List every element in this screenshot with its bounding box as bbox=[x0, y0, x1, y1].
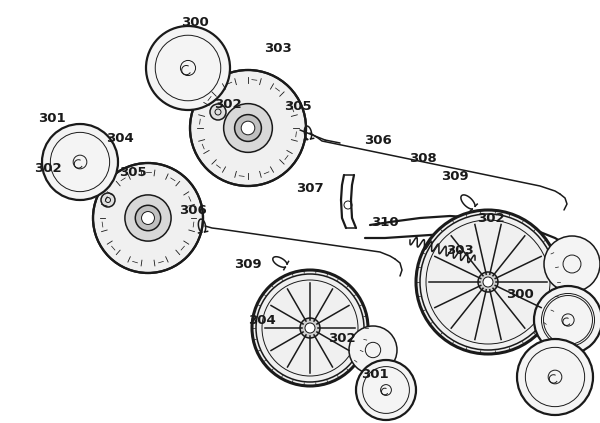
Circle shape bbox=[349, 326, 397, 374]
Circle shape bbox=[534, 286, 600, 354]
Circle shape bbox=[135, 205, 161, 231]
Text: 308: 308 bbox=[409, 151, 437, 165]
Circle shape bbox=[544, 236, 600, 292]
Text: 302: 302 bbox=[34, 162, 62, 175]
Text: 307: 307 bbox=[296, 181, 324, 195]
Text: 305: 305 bbox=[119, 165, 147, 179]
Circle shape bbox=[356, 360, 416, 420]
Text: 303: 303 bbox=[446, 244, 474, 256]
Circle shape bbox=[146, 26, 230, 110]
Text: 300: 300 bbox=[506, 288, 534, 302]
Circle shape bbox=[125, 195, 171, 241]
Text: 300: 300 bbox=[181, 16, 209, 28]
Circle shape bbox=[517, 339, 593, 415]
Text: 304: 304 bbox=[248, 313, 276, 327]
Text: 309: 309 bbox=[234, 258, 262, 272]
Text: 301: 301 bbox=[38, 112, 66, 124]
Circle shape bbox=[42, 124, 118, 200]
Circle shape bbox=[101, 193, 115, 207]
Circle shape bbox=[305, 323, 315, 333]
Text: 306: 306 bbox=[364, 134, 392, 146]
Ellipse shape bbox=[93, 163, 203, 273]
Text: 310: 310 bbox=[371, 215, 399, 228]
Text: 304: 304 bbox=[106, 132, 134, 145]
Circle shape bbox=[224, 104, 272, 152]
Text: 306: 306 bbox=[179, 203, 207, 217]
Circle shape bbox=[416, 210, 560, 354]
Ellipse shape bbox=[190, 70, 306, 186]
Text: 305: 305 bbox=[284, 101, 312, 113]
Text: 303: 303 bbox=[264, 41, 292, 55]
Text: 301: 301 bbox=[361, 368, 389, 382]
Circle shape bbox=[235, 115, 262, 141]
Circle shape bbox=[300, 318, 320, 338]
Circle shape bbox=[241, 121, 255, 135]
Text: 302: 302 bbox=[477, 212, 505, 225]
Text: 309: 309 bbox=[441, 170, 469, 182]
Circle shape bbox=[559, 241, 571, 253]
Circle shape bbox=[478, 272, 498, 292]
Circle shape bbox=[142, 212, 154, 225]
Circle shape bbox=[483, 277, 493, 287]
Text: 302: 302 bbox=[328, 332, 356, 344]
Circle shape bbox=[252, 270, 368, 386]
Circle shape bbox=[210, 104, 226, 120]
Text: 302: 302 bbox=[214, 99, 242, 112]
